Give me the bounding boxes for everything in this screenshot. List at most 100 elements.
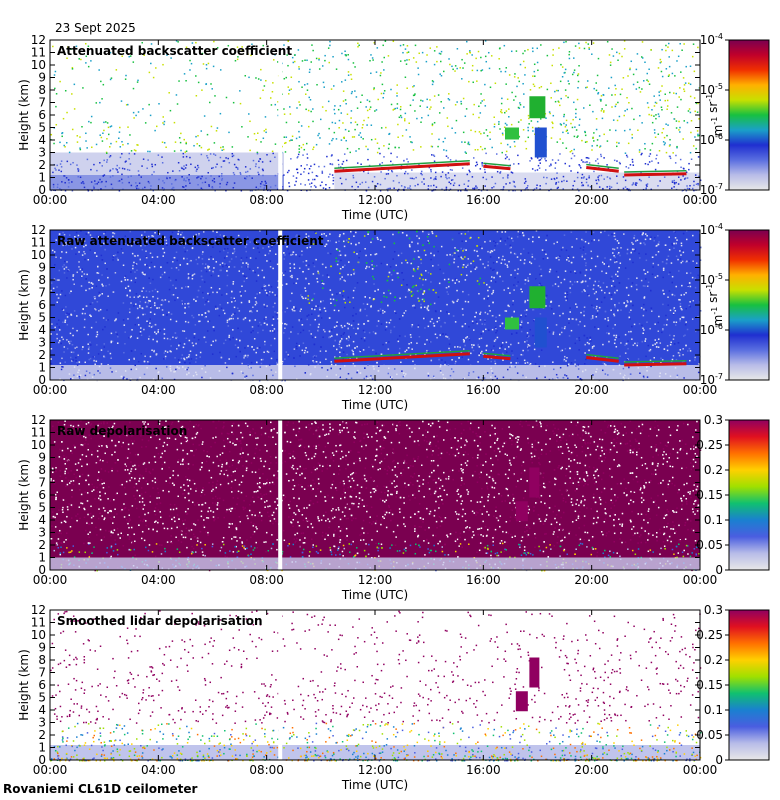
y-tick-label: 2 <box>38 538 46 552</box>
colorbar-tick-label: 0.1 <box>704 703 723 717</box>
y-tick-label: 9 <box>38 451 46 465</box>
colorbar-tick-label: 0.05 <box>696 538 723 552</box>
colorbar: 0 0.05 0.1 0.15 0.2 0.25 0.3 <box>696 413 770 577</box>
y-tick-label: 4 <box>38 513 46 527</box>
y-tick-label: 5 <box>38 691 46 705</box>
y-tick-label: 4 <box>38 703 46 717</box>
y-tick-label: 1 <box>38 741 46 755</box>
y-tick-label: 7 <box>38 286 46 300</box>
data-gap <box>278 420 283 570</box>
station-footer: Rovaniemi CL61D ceilometer <box>3 782 198 796</box>
heatmap-field <box>50 610 702 762</box>
panel-4: 00:00 04:00 08:00 12:00 16:00 20:00 00:0001234… <box>17 603 770 792</box>
colorbar-tick-label: 10-4 <box>700 222 723 237</box>
panel-title: Attenuated backscatter coefficient <box>57 44 292 58</box>
y-axis-label: Height (km) <box>17 649 31 720</box>
data-gap <box>278 230 283 380</box>
y-tick-label: 3 <box>38 526 46 540</box>
y-tick-label: 7 <box>38 96 46 110</box>
colorbar-tick-label: 0.1 <box>704 513 723 527</box>
x-axis-label: Time (UTC) <box>341 208 408 222</box>
panel-1: 00:00 04:00 08:00 12:00 16:00 20:00 00:0001234… <box>17 32 770 222</box>
x-tick-label: 12:00 <box>358 573 393 587</box>
y-tick-label: 11 <box>31 426 46 440</box>
x-tick-label: 12:00 <box>358 383 393 397</box>
x-tick-label: 04:00 <box>141 383 176 397</box>
y-tick-label: 1 <box>38 551 46 565</box>
colorbar-tick-label: 0.05 <box>696 728 723 742</box>
colorbar-ramp <box>728 419 770 571</box>
colorbar: 10-7 10-6 10-5 10-4 m-1 sr-1 <box>700 222 770 387</box>
data-gap <box>278 610 283 760</box>
y-tick-label: 12 <box>31 33 46 47</box>
panel-title: Smoothed lidar depolarisation <box>57 614 263 628</box>
y-tick-label: 8 <box>38 83 46 97</box>
y-tick-label: 1 <box>38 361 46 375</box>
x-tick-label: 08:00 <box>249 763 284 777</box>
y-tick-label: 2 <box>38 728 46 742</box>
y-tick-label: 11 <box>31 616 46 630</box>
y-tick-label: 7 <box>38 666 46 680</box>
y-tick-label: 6 <box>38 678 46 692</box>
y-axis-label: Height (km) <box>17 269 31 340</box>
y-tick-label: 10 <box>31 628 46 642</box>
y-tick-label: 3 <box>38 716 46 730</box>
panel-title: Raw depolarisation <box>57 424 187 438</box>
y-tick-label: 8 <box>38 273 46 287</box>
x-tick-label: 20:00 <box>574 573 609 587</box>
colorbar-ramp <box>728 609 770 761</box>
heatmap-field <box>50 420 702 572</box>
colorbar-tick-label: 10-6 <box>700 132 723 147</box>
y-tick-label: 6 <box>38 488 46 502</box>
x-tick-label: 20:00 <box>574 193 609 207</box>
panel-2: 00:00 04:00 08:00 12:00 16:00 20:00 00:0001234… <box>17 222 770 412</box>
x-tick-label: 16:00 <box>466 383 501 397</box>
colorbar-tick-label: 0.25 <box>696 628 723 642</box>
colorbar-tick-label: 0.3 <box>704 603 723 617</box>
x-tick-label: 20:00 <box>574 383 609 397</box>
colorbar-tick-label: 0 <box>715 753 723 767</box>
x-tick-label: 12:00 <box>358 193 393 207</box>
x-tick-label: 00:00 <box>33 763 68 777</box>
colorbar-tick-label: 10-4 <box>700 32 723 47</box>
colorbar: 10-7 10-6 10-5 10-4 m-1 sr-1 <box>700 32 770 197</box>
y-tick-label: 1 <box>38 171 46 185</box>
colorbar-tick-label: 10-5 <box>700 272 723 287</box>
y-tick-label: 6 <box>38 108 46 122</box>
data-gap <box>278 40 283 190</box>
y-tick-label: 10 <box>31 58 46 72</box>
y-tick-label: 12 <box>31 603 46 617</box>
colorbar-tick-label: 10-7 <box>700 182 723 197</box>
colorbar-tick-label: 0.2 <box>704 653 723 667</box>
x-tick-label: 04:00 <box>141 193 176 207</box>
colorbar-unit: m-1 sr-1 <box>705 284 725 327</box>
panels: 00:00 04:00 08:00 12:00 16:00 20:00 00:0001234… <box>17 32 770 792</box>
y-tick-label: 12 <box>31 223 46 237</box>
y-tick-label: 10 <box>31 438 46 452</box>
date-label: 23 Sept 2025 <box>55 21 136 35</box>
x-axis-label: Time (UTC) <box>341 778 408 792</box>
y-axis-label: Height (km) <box>17 79 31 150</box>
y-tick-label: 8 <box>38 463 46 477</box>
x-tick-label: 16:00 <box>466 573 501 587</box>
y-tick-label: 9 <box>38 641 46 655</box>
colorbar-tick-label: 0.25 <box>696 438 723 452</box>
y-tick-label: 8 <box>38 653 46 667</box>
colorbar-unit: m-1 sr-1 <box>705 94 725 137</box>
x-tick-label: 00:00 <box>683 573 718 587</box>
x-tick-label: 04:00 <box>141 763 176 777</box>
y-tick-label: 2 <box>38 348 46 362</box>
x-tick-label: 20:00 <box>574 763 609 777</box>
panel-title: Raw attenuated backscatter coefficient <box>57 234 324 248</box>
x-tick-label: 00:00 <box>683 193 718 207</box>
colorbar-tick-label: 10-5 <box>700 82 723 97</box>
x-tick-label: 00:00 <box>33 573 68 587</box>
y-tick-label: 0 <box>38 373 46 387</box>
y-tick-label: 11 <box>31 236 46 250</box>
y-tick-label: 9 <box>38 71 46 85</box>
x-tick-label: 16:00 <box>466 763 501 777</box>
x-axis-label: Time (UTC) <box>341 588 408 602</box>
colorbar-tick-label: 10-6 <box>700 322 723 337</box>
heatmap-field <box>50 230 702 382</box>
